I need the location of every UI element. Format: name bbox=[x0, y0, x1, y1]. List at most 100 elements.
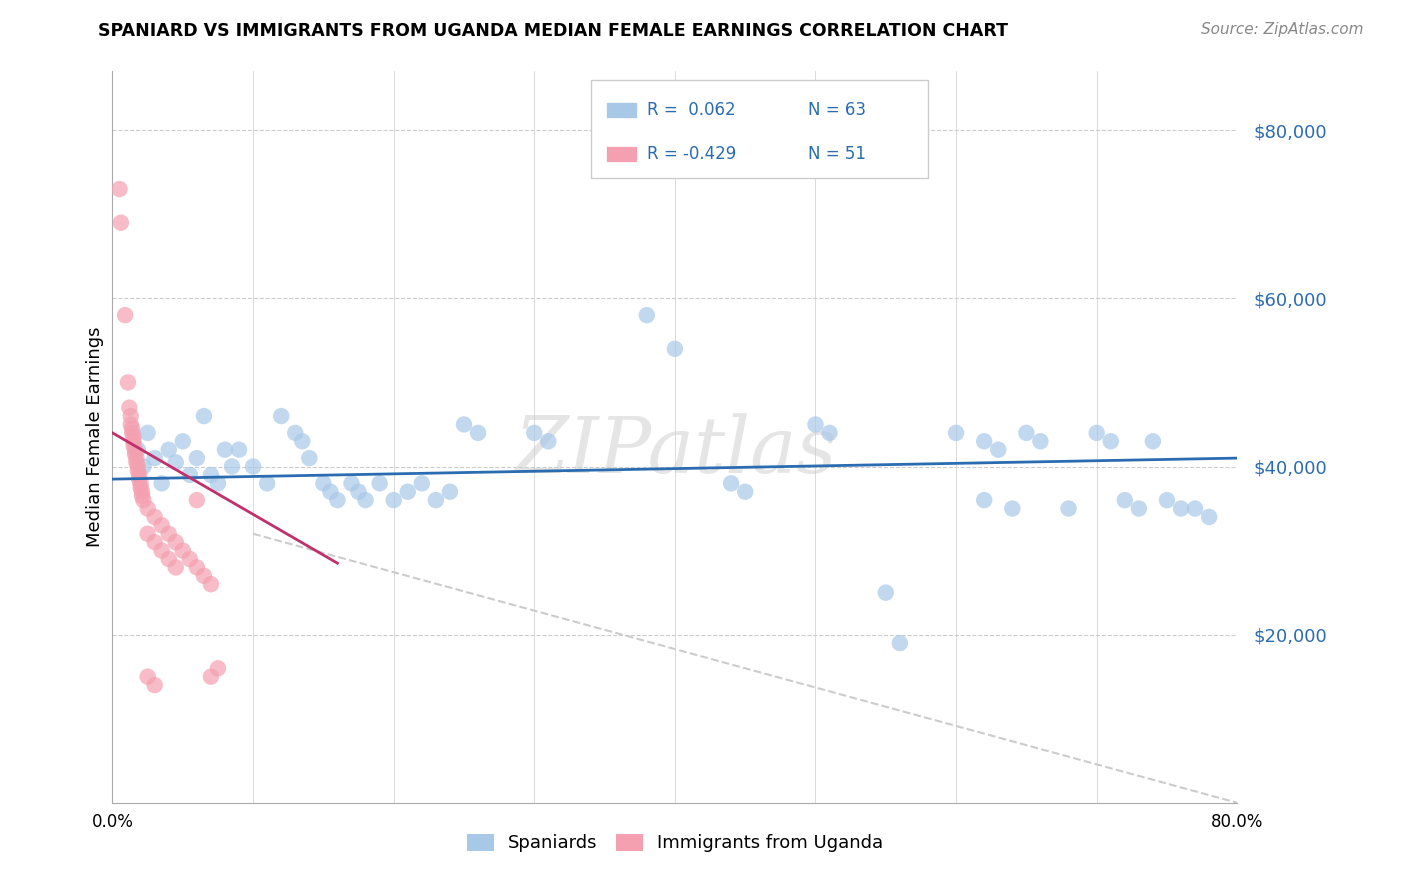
Point bbox=[120, 417, 142, 432]
Point bbox=[193, 569, 215, 583]
Point bbox=[122, 434, 145, 449]
Point bbox=[411, 476, 433, 491]
Point bbox=[124, 442, 146, 457]
Point bbox=[117, 376, 139, 390]
Point bbox=[131, 489, 153, 503]
Text: Source: ZipAtlas.com: Source: ZipAtlas.com bbox=[1201, 22, 1364, 37]
Point bbox=[200, 670, 222, 684]
Point bbox=[150, 476, 173, 491]
Point bbox=[121, 422, 143, 436]
Point bbox=[1114, 493, 1136, 508]
Point bbox=[1085, 425, 1108, 440]
Point bbox=[200, 467, 222, 482]
Point bbox=[128, 467, 150, 482]
Point bbox=[136, 425, 159, 440]
Point bbox=[636, 308, 658, 322]
Point bbox=[523, 425, 546, 440]
Point bbox=[143, 678, 166, 692]
Point bbox=[150, 518, 173, 533]
Legend: Spaniards, Immigrants from Uganda: Spaniards, Immigrants from Uganda bbox=[460, 826, 890, 860]
Point bbox=[1099, 434, 1122, 449]
Point bbox=[256, 476, 278, 491]
Point bbox=[186, 560, 208, 574]
Point bbox=[537, 434, 560, 449]
Point bbox=[186, 451, 208, 466]
Point bbox=[734, 484, 756, 499]
Point bbox=[396, 484, 419, 499]
Point bbox=[172, 434, 194, 449]
Point bbox=[1184, 501, 1206, 516]
Point bbox=[228, 442, 250, 457]
Point bbox=[453, 417, 475, 432]
Point bbox=[157, 442, 180, 457]
Point bbox=[186, 493, 208, 508]
Point bbox=[1015, 425, 1038, 440]
Point bbox=[326, 493, 349, 508]
Point bbox=[172, 543, 194, 558]
Point bbox=[127, 442, 149, 457]
Point bbox=[132, 493, 155, 508]
Point bbox=[818, 425, 841, 440]
Point bbox=[179, 552, 201, 566]
Point bbox=[124, 447, 146, 461]
Point bbox=[125, 455, 148, 469]
Point bbox=[207, 661, 229, 675]
Point bbox=[347, 484, 370, 499]
Point bbox=[165, 560, 187, 574]
Point bbox=[179, 467, 201, 482]
Point bbox=[110, 216, 132, 230]
Point bbox=[193, 409, 215, 423]
Point bbox=[165, 535, 187, 549]
Point bbox=[382, 493, 405, 508]
Point bbox=[1128, 501, 1150, 516]
Point bbox=[214, 442, 236, 457]
Point bbox=[221, 459, 243, 474]
Point bbox=[108, 182, 131, 196]
Text: R =  0.062: R = 0.062 bbox=[647, 101, 735, 119]
Point bbox=[298, 451, 321, 466]
Point bbox=[1156, 493, 1178, 508]
Point bbox=[122, 430, 145, 444]
Point bbox=[467, 425, 489, 440]
Point bbox=[312, 476, 335, 491]
Point bbox=[875, 585, 897, 599]
Point bbox=[129, 481, 152, 495]
Point bbox=[132, 459, 155, 474]
Point bbox=[889, 636, 911, 650]
Point bbox=[425, 493, 447, 508]
Text: N = 63: N = 63 bbox=[808, 101, 866, 119]
Y-axis label: Median Female Earnings: Median Female Earnings bbox=[86, 326, 104, 548]
Point bbox=[987, 442, 1010, 457]
Point bbox=[200, 577, 222, 591]
Point bbox=[127, 464, 149, 478]
Point bbox=[1057, 501, 1080, 516]
Point bbox=[122, 438, 145, 452]
Point bbox=[1029, 434, 1052, 449]
Point bbox=[118, 401, 141, 415]
Point bbox=[114, 308, 136, 322]
Point bbox=[1198, 510, 1220, 524]
Text: ZIPatlas: ZIPatlas bbox=[513, 414, 837, 490]
Point bbox=[157, 526, 180, 541]
Point bbox=[354, 493, 377, 508]
Point bbox=[291, 434, 314, 449]
Point bbox=[720, 476, 742, 491]
Point bbox=[439, 484, 461, 499]
Point bbox=[128, 472, 150, 486]
Point bbox=[319, 484, 342, 499]
Point bbox=[120, 409, 142, 423]
Point bbox=[340, 476, 363, 491]
Point bbox=[131, 484, 153, 499]
Point bbox=[270, 409, 292, 423]
Point bbox=[136, 526, 159, 541]
Point bbox=[284, 425, 307, 440]
Text: R = -0.429: R = -0.429 bbox=[647, 145, 735, 163]
Point bbox=[242, 459, 264, 474]
Point bbox=[1001, 501, 1024, 516]
Point bbox=[136, 501, 159, 516]
Point bbox=[143, 510, 166, 524]
Point bbox=[127, 459, 149, 474]
Point bbox=[973, 493, 995, 508]
Point bbox=[804, 417, 827, 432]
Point bbox=[1170, 501, 1192, 516]
